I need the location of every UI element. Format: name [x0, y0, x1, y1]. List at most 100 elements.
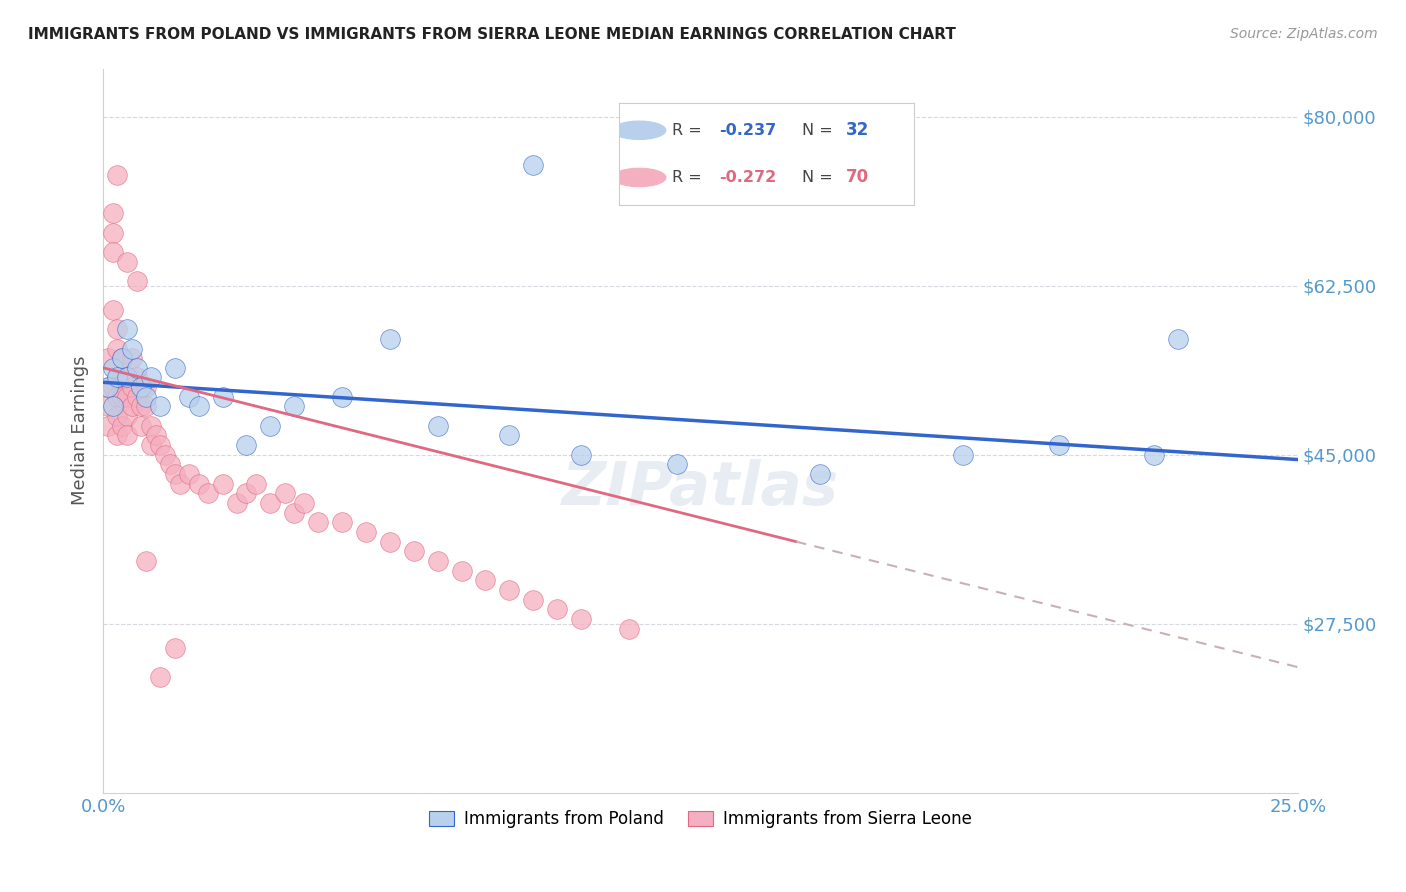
- Point: [498, 428, 520, 442]
- Point: [187, 476, 209, 491]
- Point: [135, 400, 157, 414]
- Point: [139, 418, 162, 433]
- Point: [259, 496, 281, 510]
- Point: [187, 400, 209, 414]
- Point: [101, 400, 124, 414]
- Point: [107, 370, 129, 384]
- Point: [97, 380, 120, 394]
- Point: [125, 390, 148, 404]
- Point: [135, 380, 157, 394]
- Point: [307, 516, 329, 530]
- Point: [163, 360, 186, 375]
- Point: [111, 390, 134, 404]
- Point: [330, 390, 353, 404]
- Point: [107, 370, 129, 384]
- Point: [115, 254, 138, 268]
- Text: IMMIGRANTS FROM POLAND VS IMMIGRANTS FROM SIERRA LEONE MEDIAN EARNINGS CORRELATI: IMMIGRANTS FROM POLAND VS IMMIGRANTS FRO…: [28, 27, 956, 42]
- Point: [107, 409, 129, 423]
- Point: [139, 438, 162, 452]
- Point: [101, 380, 124, 394]
- Point: [283, 400, 305, 414]
- Point: [121, 400, 143, 414]
- Text: 32: 32: [846, 121, 869, 139]
- Point: [226, 496, 249, 510]
- Point: [211, 390, 233, 404]
- Point: [330, 516, 353, 530]
- Point: [115, 409, 138, 423]
- Point: [235, 438, 257, 452]
- Point: [107, 428, 129, 442]
- Point: [546, 602, 568, 616]
- Point: [115, 370, 138, 384]
- Point: [101, 226, 124, 240]
- Point: [131, 400, 153, 414]
- Point: [111, 351, 134, 366]
- Point: [149, 670, 172, 684]
- Point: [163, 467, 186, 481]
- Text: -0.237: -0.237: [718, 123, 776, 137]
- Point: [569, 612, 592, 626]
- Point: [665, 458, 688, 472]
- Text: N =: N =: [801, 123, 832, 137]
- Point: [378, 332, 401, 346]
- Point: [952, 448, 974, 462]
- Point: [1047, 438, 1070, 452]
- Point: [169, 476, 191, 491]
- Point: [522, 158, 544, 172]
- Point: [97, 380, 120, 394]
- Point: [149, 438, 172, 452]
- Point: [125, 274, 148, 288]
- Point: [101, 360, 124, 375]
- Point: [125, 370, 148, 384]
- Point: [617, 622, 640, 636]
- Point: [125, 360, 148, 375]
- Circle shape: [613, 169, 666, 186]
- Point: [107, 342, 129, 356]
- Point: [235, 486, 257, 500]
- Point: [111, 418, 134, 433]
- Point: [135, 554, 157, 568]
- Point: [274, 486, 297, 500]
- Legend: Immigrants from Poland, Immigrants from Sierra Leone: Immigrants from Poland, Immigrants from …: [422, 804, 979, 835]
- Text: -0.272: -0.272: [718, 170, 776, 185]
- Point: [259, 418, 281, 433]
- Point: [111, 370, 134, 384]
- Point: [498, 582, 520, 597]
- Point: [522, 592, 544, 607]
- Point: [97, 418, 120, 433]
- Point: [1167, 332, 1189, 346]
- Point: [107, 322, 129, 336]
- Point: [97, 351, 120, 366]
- Point: [283, 506, 305, 520]
- Point: [292, 496, 315, 510]
- Point: [135, 390, 157, 404]
- Point: [245, 476, 267, 491]
- Point: [121, 351, 143, 366]
- Point: [1143, 448, 1166, 462]
- Point: [197, 486, 219, 500]
- Point: [131, 380, 153, 394]
- Point: [354, 524, 377, 539]
- Point: [121, 342, 143, 356]
- Point: [402, 544, 425, 558]
- Point: [101, 244, 124, 259]
- Point: [426, 554, 449, 568]
- Point: [145, 428, 167, 442]
- Point: [101, 302, 124, 317]
- Point: [115, 370, 138, 384]
- Point: [131, 418, 153, 433]
- Point: [101, 206, 124, 220]
- Point: [155, 448, 177, 462]
- Point: [159, 458, 181, 472]
- Point: [808, 467, 831, 481]
- Point: [115, 428, 138, 442]
- Point: [426, 418, 449, 433]
- Text: R =: R =: [672, 170, 702, 185]
- Point: [450, 564, 472, 578]
- Text: 70: 70: [846, 169, 869, 186]
- Point: [179, 467, 201, 481]
- Text: N =: N =: [801, 170, 832, 185]
- Point: [97, 400, 120, 414]
- Point: [115, 322, 138, 336]
- Point: [107, 168, 129, 182]
